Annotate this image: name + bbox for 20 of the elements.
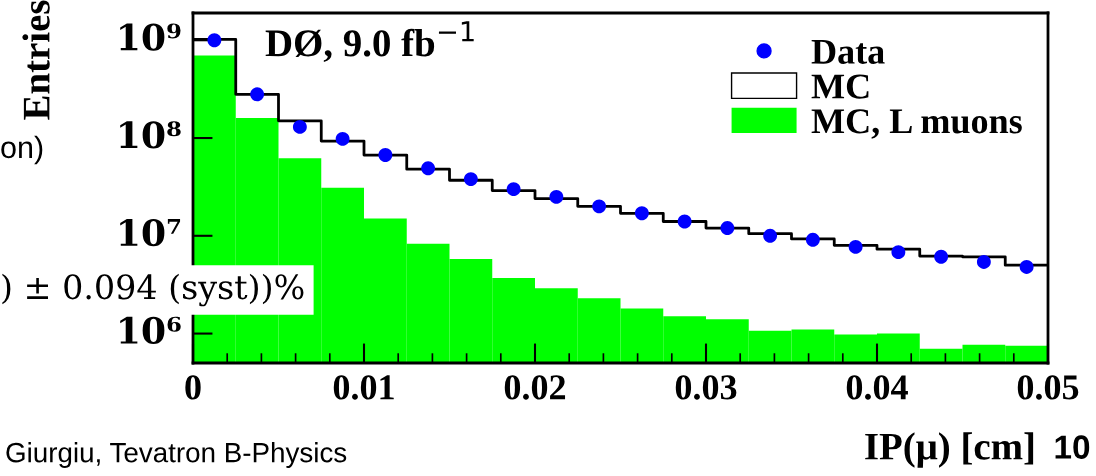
x-tick-label: 0.05 — [1017, 375, 1079, 400]
annotation: ) ± 0.094 (syst))% — [2, 273, 304, 307]
legend-label: MC — [811, 74, 869, 99]
y-tick-label: 10⁸ — [120, 121, 181, 149]
x-axis-title: IP(μ) [cm] — [865, 432, 1034, 468]
legend-label: MC, L muons — [811, 109, 1022, 139]
x-tick-label: 0.04 — [846, 375, 908, 400]
y-tick-label: 10⁷ — [120, 218, 181, 247]
text: on) — [1, 135, 43, 165]
text: 10 — [1055, 435, 1090, 459]
annotation: DØ, 9.0 fb$^{−1}$ — [265, 21, 474, 63]
x-tick-label: 0.03 — [675, 375, 737, 400]
y-tick-label: 10⁶ — [120, 316, 181, 345]
y-axis-title: Entries — [22, 0, 50, 120]
text: Giurgiu, Tevatron B-Physics — [6, 442, 347, 468]
x-tick-label: 0 — [185, 375, 201, 400]
legend-label: Data — [811, 39, 885, 64]
x-tick-label: 0.01 — [333, 375, 394, 400]
x-tick-label: 0.02 — [504, 375, 566, 400]
y-tick-label: 10⁹ — [120, 23, 181, 51]
